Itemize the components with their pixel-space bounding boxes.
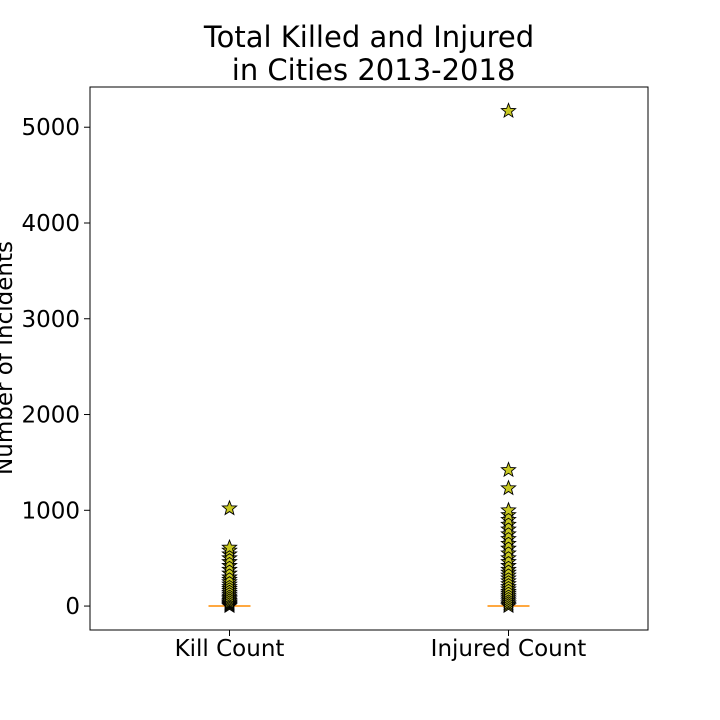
plot-frame bbox=[89, 86, 649, 631]
y-tick-label: 0 bbox=[65, 594, 80, 620]
outlier-point bbox=[500, 520, 517, 537]
chart-title: Total Killed and Injured in Cities 2013-… bbox=[203, 20, 534, 87]
outlier-point bbox=[500, 506, 517, 523]
outlier-point bbox=[221, 538, 238, 555]
x-axis: Kill Count Injured Count bbox=[175, 630, 587, 662]
y-tick-label: 1000 bbox=[21, 498, 80, 524]
outlier-point bbox=[500, 544, 517, 561]
outlier-point bbox=[500, 525, 517, 542]
outlier-point bbox=[500, 549, 517, 566]
outlier-point bbox=[500, 535, 517, 551]
y-tick-label: 3000 bbox=[21, 307, 80, 333]
x-tick-label: Kill Count bbox=[175, 636, 285, 662]
outlier-point bbox=[500, 461, 517, 478]
outlier-point bbox=[500, 515, 517, 532]
outlier-point bbox=[500, 501, 517, 518]
outlier-point bbox=[500, 479, 517, 496]
chart-title-line-1: Total Killed and Injured bbox=[203, 20, 534, 54]
y-axis: 0 1000 2000 3000 4000 5000 bbox=[21, 115, 90, 620]
outlier-point bbox=[500, 511, 517, 527]
x-tick-label: Injured Count bbox=[431, 636, 587, 662]
y-axis-label: Number of Incidents bbox=[0, 241, 18, 475]
box-injured-count bbox=[487, 102, 530, 614]
y-tick-label: 4000 bbox=[21, 211, 80, 237]
outlier-point bbox=[500, 530, 517, 547]
y-tick-label: 5000 bbox=[21, 115, 80, 141]
box-series bbox=[208, 102, 530, 614]
y-tick-label: 2000 bbox=[21, 403, 80, 429]
outlier-point bbox=[500, 102, 517, 119]
outlier-point bbox=[221, 499, 238, 516]
box-kill-count bbox=[208, 499, 251, 614]
chart-title-line-2: in Cities 2013-2018 bbox=[223, 53, 516, 87]
outlier-point bbox=[500, 539, 517, 556]
